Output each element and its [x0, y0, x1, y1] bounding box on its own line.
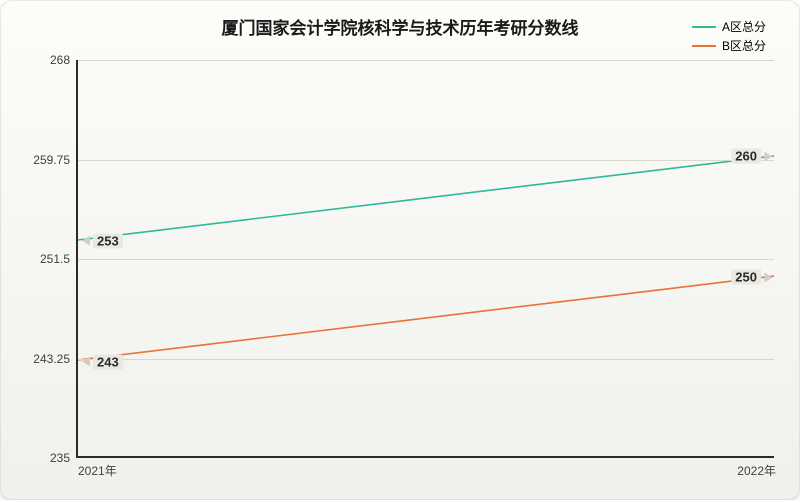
point-label: 260	[729, 149, 774, 164]
chart-title: 厦门国家会计学院核科学与技术历年考研分数线	[0, 14, 800, 39]
gridline	[78, 259, 774, 260]
legend-swatch-b	[692, 45, 716, 47]
legend: A区总分 B区总分	[692, 18, 766, 56]
point-label: 243	[80, 354, 125, 369]
gridline	[78, 359, 774, 360]
legend-label-b: B区总分	[722, 37, 766, 54]
legend-label-a: A区总分	[722, 18, 766, 35]
series-line	[78, 276, 774, 360]
legend-swatch-a	[692, 26, 716, 28]
gridline	[78, 60, 774, 61]
legend-item-b: B区总分	[692, 37, 766, 54]
gridline	[78, 160, 774, 161]
point-label: 253	[80, 233, 125, 248]
y-tick-label: 259.75	[33, 153, 78, 167]
y-tick-label: 235	[50, 451, 78, 465]
series-line	[78, 156, 774, 240]
line-layer	[78, 60, 774, 456]
plot-area: 235243.25251.5259.752682021年2022年2532602…	[76, 60, 774, 458]
y-tick-label: 268	[50, 53, 78, 67]
chart-container: 厦门国家会计学院核科学与技术历年考研分数线 A区总分 B区总分 235 243.2…	[0, 0, 800, 500]
y-tick-label: 243.25	[33, 352, 78, 366]
x-tick-label: 2021年	[78, 456, 117, 479]
y-tick-label: 251.5	[40, 252, 78, 266]
legend-item-a: A区总分	[692, 18, 766, 35]
x-tick-label: 2022年	[737, 456, 776, 479]
point-label: 250	[729, 270, 774, 285]
